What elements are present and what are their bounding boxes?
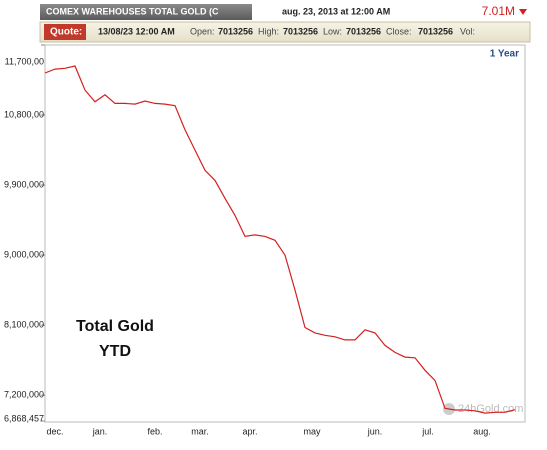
- quote-row: 13/08/23 12:00 AM Open: 7013256 High: 701325…: [98, 26, 475, 36]
- x-tick-label: jul.: [421, 426, 434, 436]
- y-tick-label: 8,100,000: [4, 320, 44, 330]
- down-arrow: [519, 9, 527, 15]
- quote-time: 13/08/23 12:00 AM: [98, 26, 175, 36]
- quote-open: 7013256: [218, 26, 253, 36]
- quote-close-label: Close:: [386, 26, 412, 36]
- header-last: 7.01M: [482, 4, 515, 18]
- quote-high: 7013256: [283, 26, 318, 36]
- x-tick-label: mar.: [191, 426, 209, 436]
- x-tick-label: jan.: [92, 426, 108, 436]
- x-tick-label: dec.: [46, 426, 63, 436]
- x-tick-label: may: [303, 426, 321, 436]
- y-tick-label: 9,900,000: [4, 179, 44, 189]
- x-tick-label: aug.: [473, 426, 491, 436]
- quote-bar: [39, 21, 531, 43]
- period: 1 Year: [490, 49, 519, 60]
- quote-low-label: Low:: [323, 26, 342, 36]
- quote-label: Quote:: [50, 27, 82, 38]
- header-date: aug. 23, 2013 at 12:00 AM: [282, 6, 390, 16]
- quote-label-bg: [44, 24, 86, 40]
- x-tick-label: jun.: [367, 426, 383, 436]
- plot-area: [44, 44, 526, 423]
- title-tab: [40, 4, 252, 20]
- quote-vol-label: Vol:: [460, 26, 475, 36]
- quote-low: 7013256: [346, 26, 381, 36]
- annotation: Total Gold: [76, 318, 154, 335]
- line: [44, 65, 516, 414]
- x-tick-label: apr.: [242, 426, 257, 436]
- y-tick-label: 9,000,000: [4, 249, 44, 259]
- quote-open-label: Open:: [190, 26, 215, 36]
- quote-close: 7013256: [418, 26, 453, 36]
- y-tick-label: 7,200,000: [4, 390, 44, 400]
- y-tick-label: 10,800,00: [4, 109, 44, 119]
- y-tick-label: 11,700,00: [5, 56, 44, 66]
- x-tick-label: feb.: [147, 426, 162, 436]
- quote-high-label: High:: [258, 26, 279, 36]
- annotation: YTD: [99, 343, 131, 360]
- header-title: COMEX WAREHOUSES TOTAL GOLD (C: [46, 6, 219, 16]
- y-tick-label: 6,868,457: [4, 413, 44, 423]
